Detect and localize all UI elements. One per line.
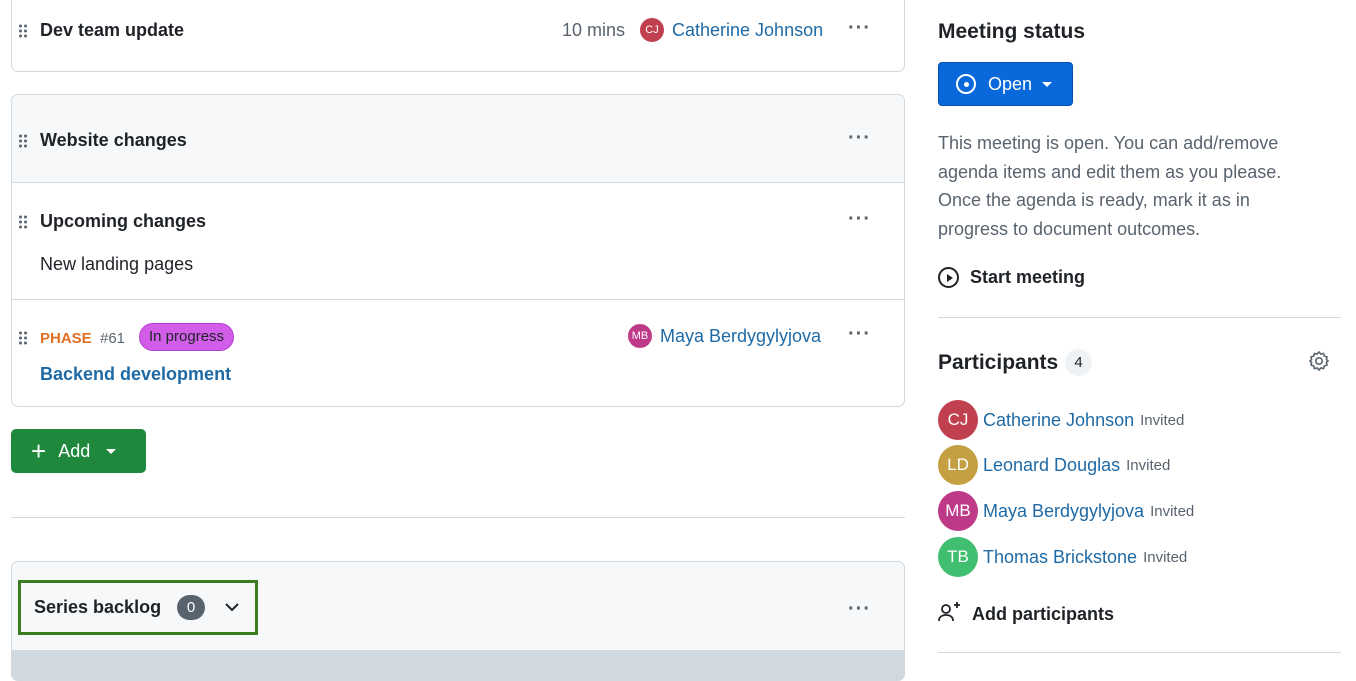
participant-status: Invited bbox=[1140, 411, 1185, 429]
owner-link[interactable]: Maya Berdygylyjova bbox=[660, 326, 822, 346]
divider bbox=[938, 317, 1341, 318]
status-description: This meeting is open. You can add/remove… bbox=[938, 133, 1282, 240]
backlog-toggle[interactable]: Series backlog 0 bbox=[18, 580, 258, 635]
drag-handle-icon[interactable] bbox=[19, 134, 27, 148]
more-options-icon[interactable]: ··· bbox=[848, 323, 871, 345]
section-title: Website changes bbox=[40, 130, 187, 150]
avatar: MB bbox=[938, 491, 978, 531]
participant-row: CJ Catherine Johnson Invited bbox=[938, 400, 1184, 440]
divider bbox=[11, 517, 905, 518]
more-options-icon[interactable]: ··· bbox=[848, 208, 871, 230]
participant-name[interactable]: Catherine Johnson bbox=[983, 409, 1135, 430]
caret-down-icon bbox=[106, 448, 117, 454]
agenda-item-dev-team-update[interactable]: Dev team update 10 mins CJ Catherine Joh… bbox=[11, 0, 905, 72]
backlog-count: 0 bbox=[177, 595, 206, 620]
divider bbox=[938, 652, 1341, 653]
plus-icon: + bbox=[31, 436, 47, 466]
divider bbox=[12, 299, 904, 300]
add-participants-label: Add participants bbox=[972, 604, 1115, 624]
add-button[interactable]: + Add bbox=[11, 429, 146, 473]
caret-down-icon bbox=[1042, 81, 1053, 87]
participant-name[interactable]: Maya Berdygylyjova bbox=[983, 500, 1145, 521]
owner-link[interactable]: Catherine Johnson bbox=[672, 20, 824, 40]
meeting-status-button[interactable]: Open bbox=[938, 62, 1073, 106]
participant-name[interactable]: Leonard Douglas bbox=[983, 454, 1121, 475]
agenda-item-title: Upcoming changes bbox=[40, 211, 207, 231]
backlog-content-bar bbox=[12, 650, 904, 680]
avatar: CJ bbox=[938, 400, 978, 440]
meeting-status-heading: Meeting status bbox=[938, 20, 1086, 43]
participants-count: 4 bbox=[1065, 349, 1092, 376]
section-header bbox=[12, 95, 904, 183]
play-icon bbox=[938, 267, 959, 288]
start-meeting-label: Start meeting bbox=[970, 267, 1086, 287]
gear-icon[interactable] bbox=[1308, 350, 1330, 377]
participant-status: Invited bbox=[1126, 456, 1171, 474]
start-meeting-button[interactable]: Start meeting bbox=[938, 267, 1085, 288]
chevron-down-icon bbox=[225, 599, 239, 617]
add-participants-button[interactable]: Add participants bbox=[938, 601, 1114, 628]
avatar: LD bbox=[938, 445, 978, 485]
agenda-item-notes: New landing pages bbox=[40, 254, 194, 274]
item-type: PHASE bbox=[40, 330, 92, 347]
duration: 10 mins bbox=[562, 20, 626, 40]
more-options-icon[interactable]: ··· bbox=[848, 17, 871, 39]
person-add-icon bbox=[938, 601, 962, 628]
agenda-item-title: Dev team update bbox=[40, 20, 185, 40]
status-label: Open bbox=[988, 73, 1033, 94]
item-number: #61 bbox=[100, 330, 126, 347]
status-badge: In progress bbox=[139, 323, 235, 351]
participant-status: Invited bbox=[1143, 548, 1188, 566]
drag-handle-icon[interactable] bbox=[19, 215, 27, 229]
participant-name[interactable]: Thomas Brickstone bbox=[983, 546, 1138, 567]
add-label: Add bbox=[58, 440, 91, 461]
work-package-link[interactable]: Backend development bbox=[40, 364, 232, 384]
participant-status: Invited bbox=[1150, 502, 1195, 520]
more-options-icon[interactable]: ··· bbox=[848, 127, 871, 149]
participant-row: TB Thomas Brickstone Invited bbox=[938, 537, 1187, 577]
avatar: TB bbox=[938, 537, 978, 577]
drag-handle-icon[interactable] bbox=[19, 331, 27, 345]
avatar: MB bbox=[628, 324, 652, 348]
agenda-section-website-changes: Website changes ··· Upcoming changes New… bbox=[11, 94, 905, 407]
series-backlog: Series backlog 0 ··· bbox=[11, 561, 905, 681]
more-options-icon[interactable]: ··· bbox=[848, 598, 871, 620]
backlog-title: Series backlog bbox=[34, 597, 162, 617]
drag-handle-icon[interactable] bbox=[19, 24, 27, 38]
participant-row: LD Leonard Douglas Invited bbox=[938, 445, 1170, 485]
participants-heading: Participants bbox=[938, 351, 1059, 374]
avatar: CJ bbox=[640, 18, 664, 42]
open-status-icon bbox=[956, 74, 976, 94]
participant-row: MB Maya Berdygylyjova Invited bbox=[938, 491, 1194, 531]
